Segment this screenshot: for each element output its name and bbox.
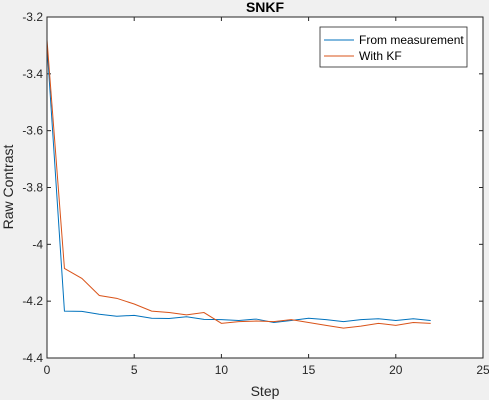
y-tick-label: -4.2 [22,294,43,308]
y-tick-labels: -4.4 -4.2 -4 -3.8 -3.6 -3.4 -3.2 [22,10,43,365]
y-axis-label: Raw Contrast [0,144,16,229]
x-tick-label: 0 [44,363,51,377]
plot-area [47,17,483,358]
x-tick-label: 5 [131,363,138,377]
y-tick-label: -3.8 [22,181,43,195]
x-tick-label: 15 [302,363,316,377]
y-tick-label: -3.2 [22,10,43,24]
x-axis-label: Step [251,383,280,399]
x-tick-label: 25 [476,363,489,377]
plot-frame [46,16,484,359]
legend-label-with-kf: With KF [359,49,402,63]
x-tick-labels: 0 5 10 15 20 25 [44,363,489,377]
y-tick-label: -3.4 [22,67,43,81]
legend: From measurement With KF [319,26,468,68]
chart-title: SNKF [246,0,285,15]
legend-box [319,26,468,68]
y-tick-label: -3.6 [22,124,43,138]
x-tick-label: 10 [215,363,229,377]
y-tick-label: -4 [32,237,43,251]
series-lines [46,39,431,329]
y-tick-label: -4.4 [22,351,43,365]
x-tick-label: 20 [389,363,403,377]
legend-label-from-measurement: From measurement [359,33,464,47]
series-line-from-measurement [46,45,431,323]
series-line-with-kf [46,39,431,329]
